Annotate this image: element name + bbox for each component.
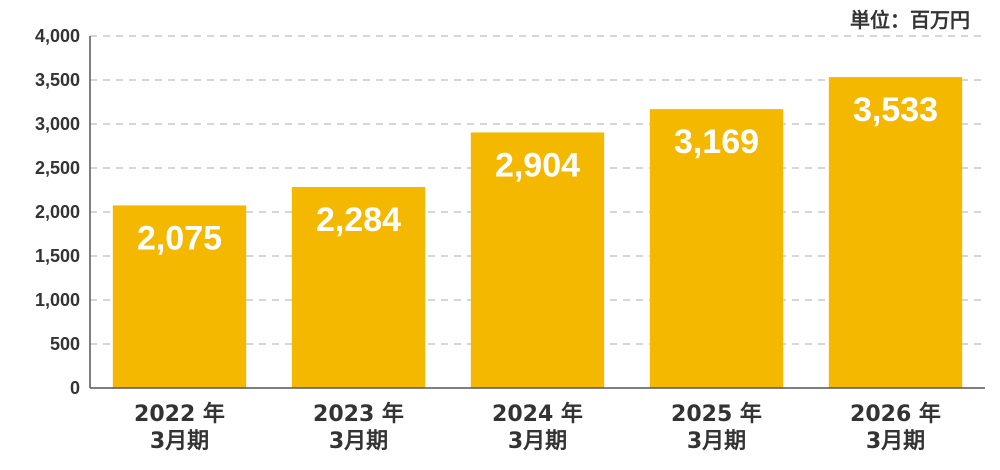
bar xyxy=(470,132,605,388)
bar xyxy=(291,187,426,388)
y-tick-label: 0 xyxy=(70,378,80,398)
data-labels: 2,075 2,284 2,904 3,169 3,533 xyxy=(137,91,938,257)
y-tick-label: 2,500 xyxy=(35,158,80,178)
data-label: 2,904 xyxy=(495,146,580,184)
bar xyxy=(828,77,963,388)
x-tick-label: 3月期 xyxy=(329,429,388,454)
x-tick-label: 3月期 xyxy=(687,429,746,454)
x-tick-label: 2023 年 xyxy=(313,401,404,427)
x-tick-label: 2022 年 xyxy=(134,401,225,427)
x-tick-label: 3月期 xyxy=(508,429,567,454)
y-tick-label: 2,000 xyxy=(35,202,80,222)
data-label: 3,169 xyxy=(674,123,759,161)
x-tick-label: 2024 年 xyxy=(492,401,583,427)
data-label: 2,075 xyxy=(137,219,222,257)
unit-label: 単位：百万円 xyxy=(850,8,970,32)
y-tick-label: 3,500 xyxy=(35,70,80,90)
y-tick-label: 500 xyxy=(50,334,80,354)
x-tick-label: 2025 年 xyxy=(671,401,762,427)
bars xyxy=(112,77,963,389)
bar xyxy=(112,205,247,388)
x-tick-label: 3月期 xyxy=(150,429,209,454)
bar xyxy=(649,109,784,389)
y-tick-label: 4,000 xyxy=(35,26,80,46)
x-tick-label: 3月期 xyxy=(866,429,925,454)
data-label: 2,284 xyxy=(316,201,401,239)
y-tick-label: 3,000 xyxy=(35,114,80,134)
y-axis-ticks: 0 500 1,000 1,500 2,000 2,500 3,000 3,500 4,000 xyxy=(35,26,80,398)
y-tick-label: 1,500 xyxy=(35,246,80,266)
x-tick-label: 2026 年 xyxy=(850,401,941,427)
data-label: 3,533 xyxy=(853,91,938,129)
y-tick-label: 1,000 xyxy=(35,290,80,310)
